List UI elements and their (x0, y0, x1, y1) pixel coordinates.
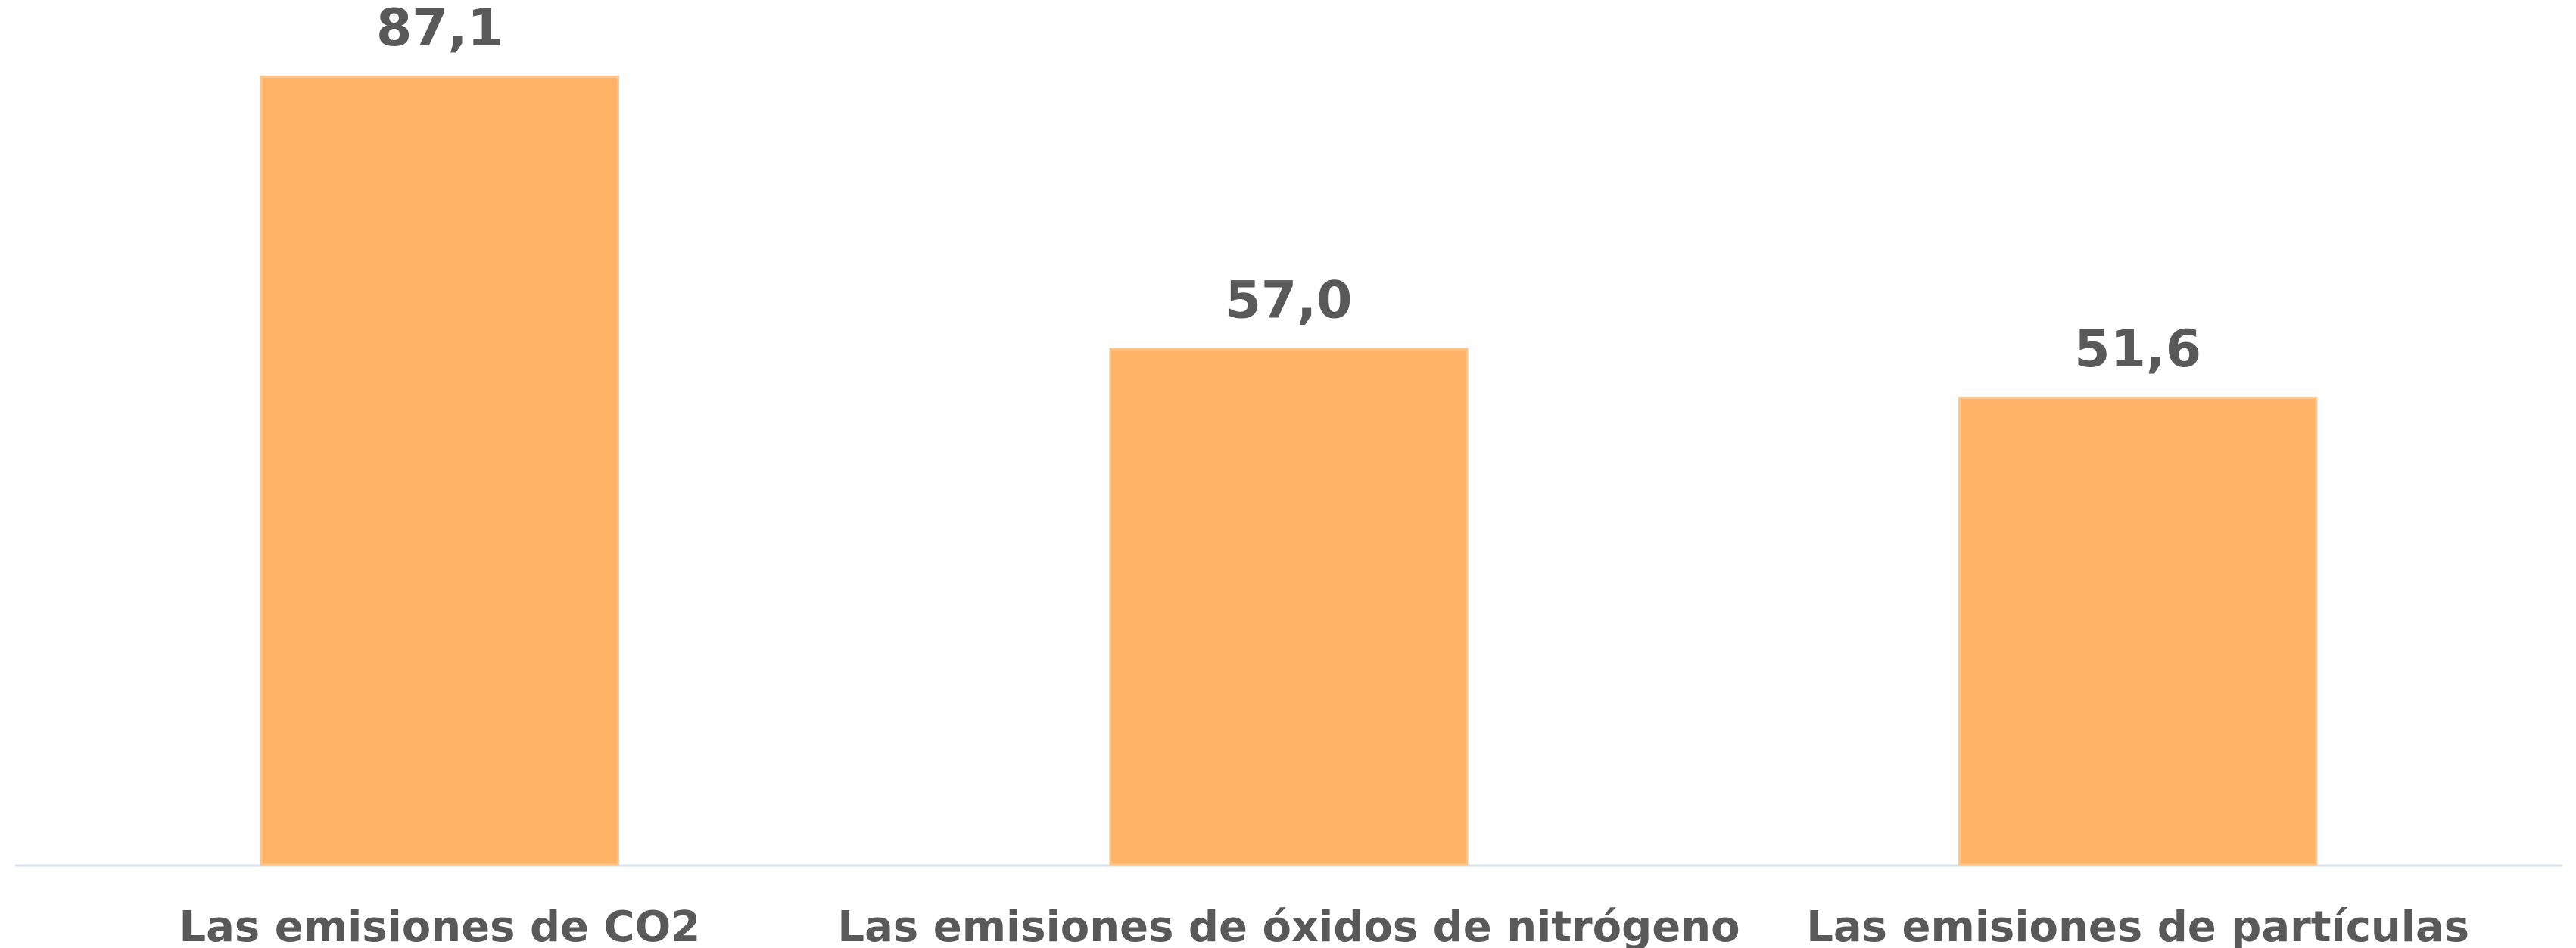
bar (1958, 397, 2318, 866)
x-tick-label: Las emisiones de partículas (1806, 903, 2469, 948)
x-tick-label: Las emisiones de óxidos de nitrógeno (837, 903, 1740, 948)
bar (260, 76, 619, 866)
x-tick-label: Las emisiones de CO2 (179, 903, 700, 948)
value-label: 57,0 (1226, 271, 1353, 331)
value-label: 87,1 (376, 0, 503, 58)
bar (1109, 348, 1469, 866)
value-label: 51,6 (2074, 320, 2201, 379)
